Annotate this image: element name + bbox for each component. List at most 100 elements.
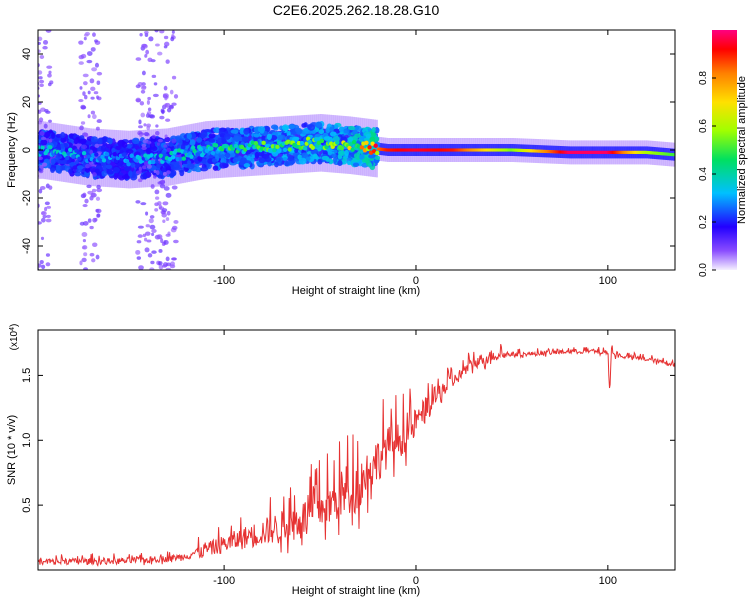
spectrogram-blob: [100, 145, 107, 152]
spectrogram-outlier: [89, 225, 94, 230]
spectrogram-y-tick-label: 0: [21, 147, 33, 153]
spectrogram-blob: [102, 136, 108, 143]
spectrogram-outlier: [31, 35, 35, 39]
spectrogram-blob: [219, 162, 227, 169]
spectrogram-outlier: [33, 210, 36, 214]
snr-x-tick-label: 100: [599, 575, 617, 587]
spectrogram-outlier: [87, 114, 91, 119]
spectrogram-x-tick-label: -100: [213, 275, 235, 287]
spectrogram-outlier: [139, 101, 145, 106]
spectrogram-y-tick-label: 40: [21, 48, 33, 60]
spectrogram-outlier: [33, 181, 37, 185]
spectrogram-ridge-point: [112, 152, 117, 157]
spectrogram-outlier: [165, 118, 171, 122]
spectrogram-outlier: [87, 218, 92, 223]
spectrogram-outlier: [82, 239, 87, 243]
spectrogram-blob: [142, 172, 147, 180]
spectrogram-blob: [339, 150, 346, 156]
spectrogram-ridge-point: [106, 159, 111, 165]
spectrogram-outlier: [171, 257, 177, 261]
spectrogram-ridge-point: [261, 140, 266, 146]
spectrogram-outlier: [92, 32, 96, 37]
spectrogram-outlier: [171, 225, 178, 231]
spectrogram-blob: [338, 126, 345, 133]
spectrogram-blob: [123, 166, 132, 172]
spectrogram-outlier: [80, 105, 87, 110]
spectrogram-blob: [101, 170, 108, 177]
spectrogram-outlier: [151, 228, 157, 233]
spectrogram-outlier: [48, 185, 53, 190]
spectrogram-outlier: [159, 30, 165, 34]
spectrogram-heatmap: [31, 30, 675, 270]
spectrogram-blob: [163, 162, 169, 168]
spectrogram-blob: [107, 137, 113, 145]
spectrogram-blob: [213, 127, 221, 134]
spectrogram-outlier: [82, 192, 87, 198]
spectrogram-outlier: [154, 189, 160, 195]
snr-y-multiplier: (x104): [9, 324, 21, 351]
spectrogram-blob: [329, 131, 337, 137]
spectrogram-x-tick-label: 100: [599, 275, 617, 287]
spectrogram-blob: [234, 135, 239, 143]
spectrogram-outlier: [137, 225, 144, 229]
spectrogram-outlier: [163, 45, 168, 49]
spectrogram-ridge-point: [375, 150, 380, 156]
spectrogram-blob: [333, 156, 338, 164]
spectrogram-outlier: [82, 73, 89, 78]
snr-series-line: [38, 343, 675, 567]
spectrogram-outlier: [39, 131, 45, 136]
spectrogram-blob: [315, 121, 323, 129]
spectrogram-blob: [105, 164, 113, 170]
spectrogram-blob: [114, 172, 120, 178]
spectrogram-blob: [224, 152, 231, 159]
spectrogram-outlier: [83, 33, 89, 37]
spectrogram-blob: [157, 174, 164, 179]
spectrogram-ridge-point: [74, 148, 79, 153]
spectrogram-outlier: [86, 51, 93, 57]
spectrogram-outlier: [38, 117, 44, 123]
spectrogram-blob: [277, 134, 283, 141]
spectrogram-outlier: [39, 186, 46, 190]
spectrogram-outlier: [86, 184, 92, 189]
spectrogram-outlier: [45, 262, 51, 267]
spectrogram-y-tick-label: -40: [21, 238, 33, 254]
spectrogram-outlier: [32, 164, 35, 169]
spectrogram-outlier: [96, 213, 101, 218]
spectrogram-outlier: [157, 138, 163, 143]
spectrogram-outlier: [89, 252, 95, 257]
spectrogram-outlier: [45, 30, 52, 33]
spectrogram-blob: [303, 122, 308, 128]
spectrogram-blob: [186, 163, 195, 170]
spectrogram-outlier: [39, 79, 45, 84]
spectrogram-outlier: [157, 201, 162, 206]
spectrogram-ridge-point: [181, 156, 187, 161]
spectrogram-outlier: [38, 49, 41, 54]
spectrogram-outlier: [45, 218, 52, 223]
spectrogram-outlier: [92, 172, 97, 177]
spectrogram-outlier: [153, 169, 157, 173]
spectrogram-ridge-point: [310, 145, 315, 150]
spectrogram-outlier: [42, 45, 48, 50]
spectrogram-blob: [359, 154, 365, 160]
spectrogram-ridge-point: [367, 145, 372, 150]
spectrogram-outlier: [94, 62, 99, 68]
spectrogram-blob: [73, 138, 79, 145]
spectrogram-blob: [90, 136, 99, 143]
spectrogram-panel: -100 0 100 -40 -20 0 20 40 Height of straight …: [6, 29, 676, 297]
spectrogram-outlier: [164, 102, 171, 108]
spectrogram-outlier: [96, 71, 103, 76]
spectrogram-outlier: [145, 211, 149, 216]
spectrogram-outlier: [38, 36, 43, 41]
spectrogram-outlier: [163, 144, 168, 148]
snr-panel: -100 0 100 0.5 1.0 1.5 Height of straight li…: [6, 324, 676, 597]
spectrogram-outlier: [164, 41, 170, 47]
spectrogram-outlier: [135, 249, 141, 255]
spectrogram-blob: [332, 135, 340, 142]
spectrogram-outlier: [158, 264, 164, 270]
spectrogram-blob: [337, 160, 343, 166]
spectrogram-outlier: [38, 86, 40, 90]
spectrogram-outlier: [47, 82, 52, 87]
spectrogram-outlier: [86, 59, 93, 64]
spectrogram-blob: [50, 158, 56, 165]
spectrogram-blob: [334, 124, 339, 129]
